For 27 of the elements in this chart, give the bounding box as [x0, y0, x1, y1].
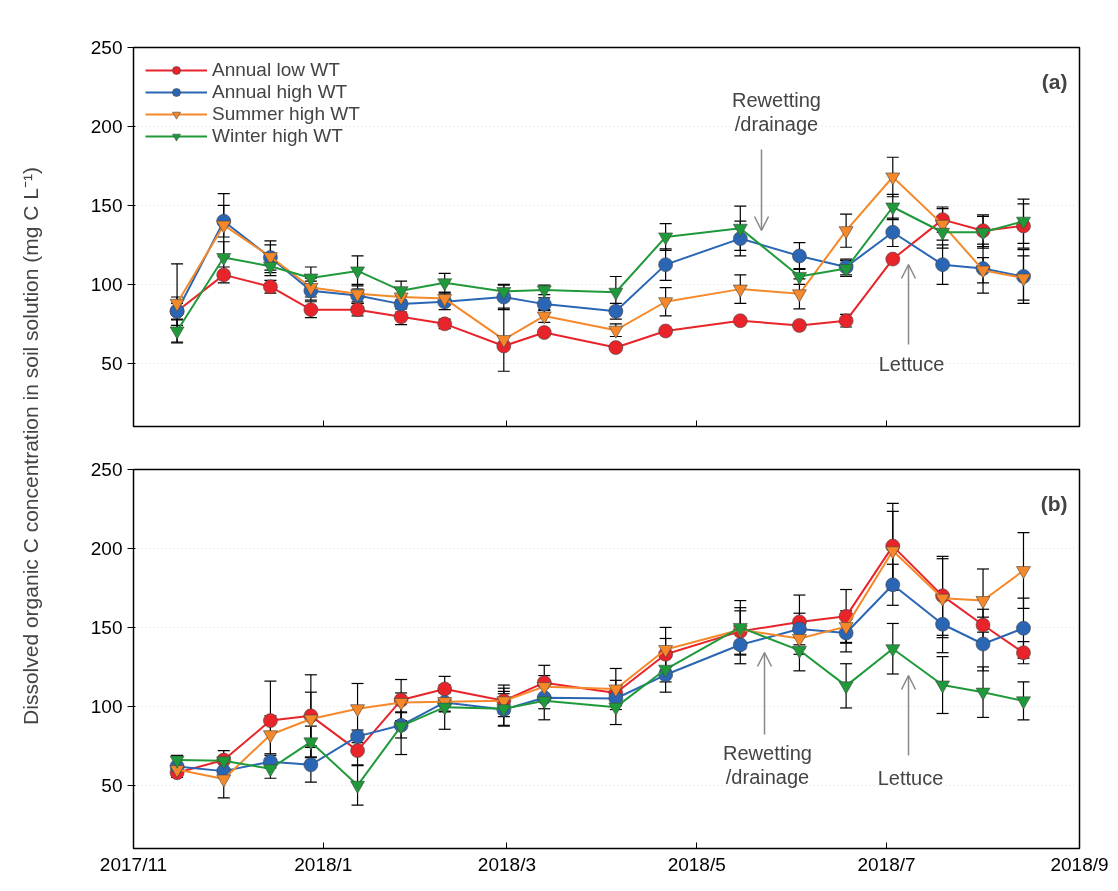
y-tick-label: 250	[90, 37, 123, 58]
annotation: Rewetting /drainage	[732, 88, 821, 135]
annotation: (a)	[1041, 69, 1068, 93]
annotation: Lettuce	[877, 766, 944, 789]
annotation: (b)	[1040, 491, 1068, 515]
legend-label: Summer high WT	[212, 103, 360, 125]
legend-label: Annual low WT	[212, 59, 340, 81]
x-tick-label: 2018/9	[1050, 853, 1109, 875]
y-tick-label: 150	[90, 616, 123, 638]
y-tick-label: 100	[90, 273, 123, 295]
y-axis-title: Dissolved organic C concentration in soil solution (mg C L⁻¹)	[19, 167, 43, 725]
legend-label: Winter high WT	[212, 125, 343, 147]
y-tick-label: 50	[101, 774, 123, 796]
y-tick-label: 150	[90, 194, 123, 216]
y-tick-label: 200	[90, 115, 123, 137]
x-tick-label: 2018/5	[667, 853, 726, 875]
y-tick-label: 100	[90, 695, 123, 717]
x-tick-label: 2017/11	[99, 853, 168, 875]
y-tick-label: 250	[90, 459, 123, 480]
y-tick-label: 50	[101, 352, 123, 374]
annotation: Lettuce	[878, 352, 945, 375]
x-tick-label: 2018/7	[857, 853, 916, 875]
x-tick-label: 2018/3	[477, 853, 536, 875]
y-tick-label: 200	[90, 537, 123, 559]
annotation: Rewetting /drainage	[723, 741, 812, 788]
x-tick-label: 2018/1	[294, 853, 353, 875]
legend-label: Annual high WT	[212, 81, 348, 103]
